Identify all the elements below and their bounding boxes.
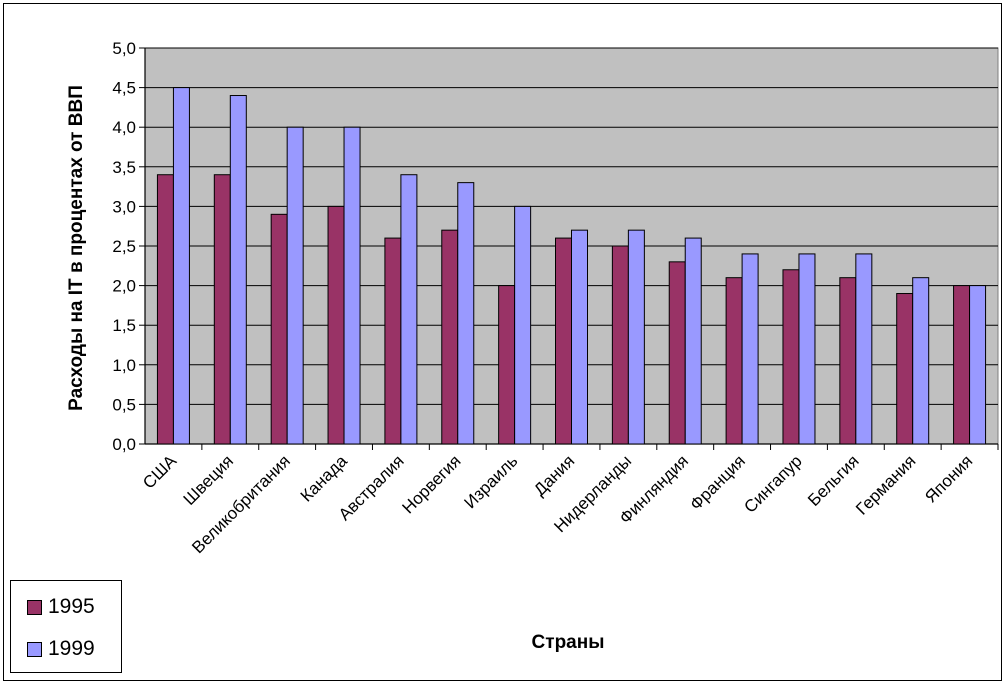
- bar-1999-10: [684, 237, 702, 445]
- x-tick-label: Франция: [686, 451, 749, 514]
- bar-1999-9: [627, 229, 645, 445]
- x-tick-label: Бельгия: [804, 451, 863, 510]
- x-tick-label: Дания: [530, 451, 578, 499]
- bar-1999-15: [969, 285, 987, 445]
- y-tick-label: 1,0: [112, 356, 136, 375]
- bar-1999-11: [741, 253, 759, 445]
- y-tick-label: 0,5: [112, 395, 136, 414]
- x-tick-label: Канада: [297, 451, 352, 506]
- x-tick-label: Швеция: [180, 451, 238, 509]
- bar-1995-14: [896, 293, 914, 445]
- bar-1995-9: [611, 245, 629, 445]
- legend: 1995 1999: [10, 580, 122, 673]
- bar-1999-13: [855, 253, 873, 445]
- bar-1999-3: [286, 126, 304, 445]
- bar-1995-3: [270, 213, 288, 445]
- legend-label-1995: 1995: [48, 595, 95, 618]
- x-axis-title: Страны: [532, 632, 605, 653]
- bar-1999-14: [912, 277, 930, 445]
- y-tick-label: 2,0: [112, 277, 136, 296]
- bar-1995-5: [384, 237, 402, 445]
- bar-1999-12: [798, 253, 816, 445]
- bar-1999-1: [172, 87, 190, 445]
- bars: [156, 87, 987, 445]
- bar-1999-6: [457, 182, 475, 445]
- x-tick-label: США: [139, 451, 181, 493]
- y-tick-label: 4,5: [112, 79, 136, 98]
- legend-item-1995: 1995: [27, 594, 95, 620]
- bar-1995-12: [782, 269, 800, 445]
- bar-1999-7: [514, 205, 532, 445]
- y-axis-title: Расходы на IT в процентах от ВВП: [66, 85, 87, 411]
- x-tick-label: Япония: [921, 451, 976, 506]
- x-tick-label: Израиль: [461, 451, 522, 512]
- y-tick-labels: 0,0 0,5 1,0 1,5 2,0 2,5 3,0 3,5 4,0 4,5 5,0: [112, 39, 136, 454]
- bar-1995-15: [953, 285, 971, 445]
- x-tick-label: Германия: [852, 451, 919, 518]
- legend-swatch-1995: [27, 599, 42, 615]
- bar-1995-10: [668, 261, 686, 445]
- bar-1995-11: [725, 277, 743, 445]
- legend-swatch-1999: [27, 641, 42, 657]
- bar-1995-7: [498, 285, 516, 445]
- bar-1999-4: [343, 126, 361, 445]
- legend-label-1999: 1999: [48, 637, 95, 660]
- y-tick-label: 3,5: [112, 158, 136, 177]
- bar-1999-5: [400, 174, 418, 445]
- y-tick-label: 5,0: [112, 39, 136, 58]
- bar-1995-4: [327, 205, 345, 445]
- y-tick-label: 4,0: [112, 118, 136, 137]
- y-tick-label: 2,5: [112, 237, 136, 256]
- bar-1999-2: [229, 95, 247, 445]
- bar-1995-1: [156, 174, 174, 445]
- x-tick-label: Великобритания: [188, 451, 294, 557]
- bar-1995-6: [441, 229, 459, 445]
- x-tick-label: Норвегия: [399, 451, 465, 517]
- bar-1995-8: [555, 237, 572, 445]
- bar-1995-2: [213, 174, 231, 445]
- y-tick-label: 1,5: [112, 316, 136, 335]
- legend-item-1999: 1999: [27, 636, 95, 662]
- bar-1995-13: [839, 277, 857, 445]
- bar-1999-8: [571, 229, 588, 445]
- y-tick-label: 0,0: [112, 435, 136, 454]
- y-tick-label: 3,0: [112, 197, 136, 216]
- x-tick-label: Сингапур: [740, 451, 805, 516]
